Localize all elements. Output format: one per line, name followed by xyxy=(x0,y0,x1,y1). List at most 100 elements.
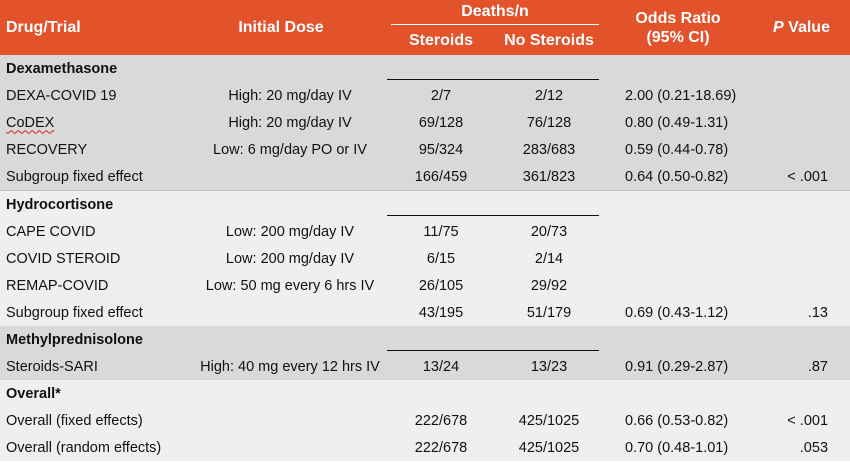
category-row-methylprednisolone: Methylprednisolone xyxy=(0,326,850,353)
steroids-deaths: 2/7 xyxy=(430,87,452,104)
category-row-overall: Overall* xyxy=(0,380,850,407)
table-row: CoDEX High: 20 mg/day IV 69/128 76/128 0… xyxy=(0,109,850,136)
category-title: Dexamethasone xyxy=(6,60,118,77)
no-steroids-deaths: 425/1025 xyxy=(518,439,580,456)
initial-dose: High: 20 mg/day IV xyxy=(228,87,352,104)
table-row: CAPE COVID Low: 200 mg/day IV 11/75 20/7… xyxy=(0,218,850,245)
trial-name: Overall (fixed effects) xyxy=(6,412,143,429)
deaths-rule xyxy=(495,55,603,82)
trial-name: CoDEX xyxy=(0,109,175,136)
table-row: REMAP-COVID Low: 50 mg every 6 hrs IV 26… xyxy=(0,272,850,299)
odds-ratio: 0.64 (0.50-0.82) xyxy=(625,168,729,185)
header-p-italic: P xyxy=(773,18,784,36)
header-steroids: Steroids xyxy=(408,32,473,50)
odds-ratio: 0.70 (0.48-1.01) xyxy=(625,439,729,456)
steroids-deaths: 26/105 xyxy=(418,277,464,294)
odds-ratio: 2.00 (0.21-18.69) xyxy=(625,87,737,104)
trial-name: Subgroup fixed effect xyxy=(6,168,143,185)
deaths-rule xyxy=(495,191,603,219)
header-no-steroids: No Steroids xyxy=(504,32,594,50)
no-steroids-deaths: 283/683 xyxy=(522,141,576,158)
header-p-rest: Value xyxy=(783,18,830,36)
header-row: Drug/Trial Initial Dose Deaths/n Odds Ra… xyxy=(0,0,850,46)
initial-dose: Low: 200 mg/day IV xyxy=(225,250,355,267)
initial-dose: Low: 6 mg/day PO or IV xyxy=(213,141,367,158)
trial-name-text: CoDEX xyxy=(6,114,55,131)
odds-ratio xyxy=(603,218,753,245)
steroids-deaths: 11/75 xyxy=(423,223,459,240)
steroids-deaths: 95/324 xyxy=(418,141,464,158)
p-value: .053 xyxy=(799,439,829,456)
header-odds-ratio-line2: (95% CI) xyxy=(646,28,710,46)
steroids-deaths: 6/15 xyxy=(426,250,456,267)
initial-dose xyxy=(175,163,387,191)
steroids-deaths: 13/24 xyxy=(422,358,460,375)
no-steroids-deaths: 2/12 xyxy=(534,87,564,104)
initial-dose: Low: 200 mg/day IV xyxy=(225,223,355,240)
odds-ratio xyxy=(603,245,753,272)
table-row: RECOVERY Low: 6 mg/day PO or IV 95/324 2… xyxy=(0,136,850,163)
p-value: < .001 xyxy=(787,168,829,185)
p-value xyxy=(753,272,850,299)
no-steroids-deaths: 29/92 xyxy=(530,277,568,294)
table-row: COVID STEROID Low: 200 mg/day IV 6/15 2/… xyxy=(0,245,850,272)
trial-name: RECOVERY xyxy=(6,141,88,158)
no-steroids-deaths: 13/23 xyxy=(530,358,568,375)
trial-name: Subgroup fixed effect xyxy=(6,304,143,321)
steroids-deaths: 43/195 xyxy=(418,304,464,321)
table-row: Overall (fixed effects) 222/678 425/1025… xyxy=(0,407,850,434)
p-value: < .001 xyxy=(787,412,829,429)
category-title: Methylprednisolone xyxy=(6,331,143,348)
initial-dose: High: 20 mg/day IV xyxy=(228,114,352,131)
initial-dose: High: 40 mg every 12 hrs IV xyxy=(200,358,380,375)
trial-name: CAPE COVID xyxy=(6,223,96,240)
no-steroids-deaths: 51/179 xyxy=(526,304,572,321)
header-deaths: Deaths/n xyxy=(387,0,603,28)
odds-ratio: 0.69 (0.43-1.12) xyxy=(625,304,729,321)
p-value: .13 xyxy=(807,304,829,321)
category-title: Hydrocortisone xyxy=(6,196,114,213)
header-drug-trial: Drug/Trial xyxy=(6,18,81,36)
odds-ratio: 0.91 (0.29-2.87) xyxy=(625,358,729,375)
no-steroids-deaths: 425/1025 xyxy=(518,412,580,429)
p-value: .87 xyxy=(807,358,829,375)
p-value xyxy=(753,109,850,136)
odds-ratio xyxy=(603,272,753,299)
header-odds-ratio: Odds Ratio (95% CI) xyxy=(603,0,753,55)
steroids-deaths: 166/459 xyxy=(414,168,468,185)
trial-name: COVID STEROID xyxy=(6,250,121,267)
category-title: Overall* xyxy=(6,385,61,402)
header-p-value: P Value xyxy=(753,0,850,55)
no-steroids-deaths: 76/128 xyxy=(526,114,572,131)
table-row: Overall (random effects) 222/678 425/102… xyxy=(0,434,850,461)
steroids-deaths: 222/678 xyxy=(414,412,468,429)
steroids-deaths: 222/678 xyxy=(414,439,468,456)
initial-dose xyxy=(175,299,387,326)
trial-name: REMAP-COVID xyxy=(6,277,109,294)
p-value xyxy=(753,136,850,163)
odds-ratio: 0.59 (0.44-0.78) xyxy=(625,141,729,158)
initial-dose: Low: 50 mg every 6 hrs IV xyxy=(205,277,375,294)
trial-name: DEXA-COVID 19 xyxy=(6,87,117,104)
deaths-rule xyxy=(495,326,603,353)
header-initial-dose: Initial Dose xyxy=(238,18,324,36)
p-value xyxy=(753,245,850,272)
p-value xyxy=(753,218,850,245)
table-row: Steroids-SARI High: 40 mg every 12 hrs I… xyxy=(0,353,850,380)
trial-name: Steroids-SARI xyxy=(6,358,98,375)
table-row-subgroup: Subgroup fixed effect 166/459 361/823 0.… xyxy=(0,163,850,191)
deaths-rule xyxy=(387,191,495,219)
trial-name: Overall (random effects) xyxy=(6,439,162,456)
header-deaths-label: Deaths/n xyxy=(391,3,600,25)
category-row-dexamethasone: Dexamethasone xyxy=(0,55,850,82)
no-steroids-deaths: 20/73 xyxy=(530,223,568,240)
odds-ratio: 0.80 (0.49-1.31) xyxy=(625,114,729,131)
table-row-subgroup: Subgroup fixed effect 43/195 51/179 0.69… xyxy=(0,299,850,326)
odds-ratio: 0.66 (0.53-0.82) xyxy=(625,412,729,429)
initial-dose xyxy=(175,434,387,461)
no-steroids-deaths: 2/14 xyxy=(534,250,564,267)
initial-dose xyxy=(175,407,387,434)
deaths-rule xyxy=(387,326,495,353)
steroids-deaths: 69/128 xyxy=(418,114,464,131)
